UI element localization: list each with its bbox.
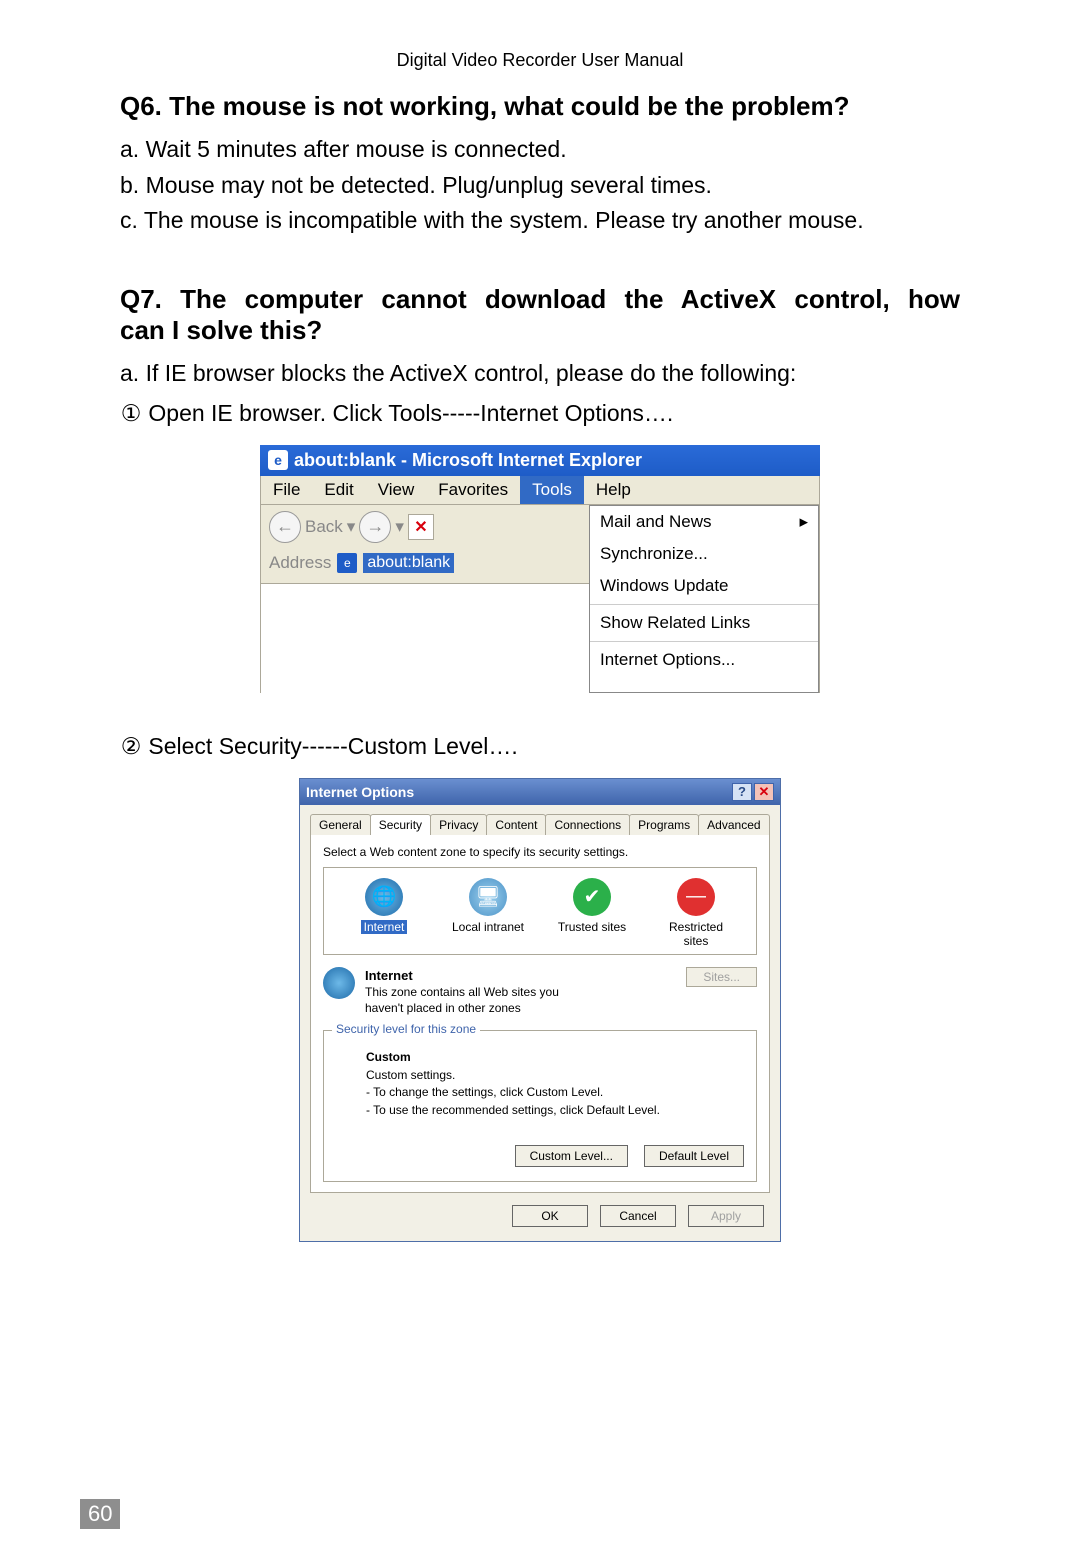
menu-tools[interactable]: Tools [520,476,584,504]
io-security-panel: Select a Web content zone to specify its… [310,834,770,1193]
address-label: Address [269,553,331,573]
custom-line: Custom settings. [366,1067,744,1084]
ie-content-area [261,583,589,693]
menu-edit[interactable]: Edit [312,476,365,504]
ie-titlebar: e about:blank - Microsoft Internet Explo… [260,445,820,476]
back-dropdown-icon[interactable]: ▾ [347,517,356,537]
close-button[interactable]: ✕ [754,783,774,801]
stop-button[interactable]: ✕ [408,514,434,540]
submenu-arrow-icon: ▸ [799,512,808,532]
globe-icon: 🌐 [365,878,403,916]
zone-heading: Internet [365,967,676,985]
zones-list: 🌐 Internet 🖥 Local intranet ✔ Trusted si… [323,867,757,955]
tab-connections[interactable]: Connections [545,814,630,835]
tab-privacy[interactable]: Privacy [430,814,487,835]
page-header: Digital Video Recorder User Manual [120,50,960,71]
zone-internet[interactable]: 🌐 Internet [339,878,429,948]
back-button[interactable]: ← [269,511,301,543]
ie-toolbar: ← Back ▾ → ▾ ✕ [261,505,589,549]
menu-view[interactable]: View [366,476,427,504]
restricted-icon: — [677,878,715,916]
ie-title-text: about:blank - Microsoft Internet Explore… [294,450,642,471]
back-label: Back [305,517,343,537]
tab-security[interactable]: Security [370,814,431,835]
page-number: 60 [80,1499,120,1529]
default-level-button[interactable]: Default Level [644,1145,744,1167]
group-legend: Security level for this zone [332,1022,480,1036]
tab-general[interactable]: General [310,814,371,835]
menu-file[interactable]: File [261,476,312,504]
sites-button: Sites... [686,967,757,987]
apply-button: Apply [688,1205,764,1227]
q6-c: c. The mouse is incompatible with the sy… [120,203,960,239]
q6-a: a. Wait 5 minutes after mouse is connect… [120,132,960,168]
custom-heading: Custom [366,1049,744,1066]
dd-separator [590,604,818,605]
custom-line: - To change the settings, click Custom L… [366,1084,744,1101]
menu-help[interactable]: Help [584,476,643,504]
globe-icon [323,967,355,999]
io-title-text: Internet Options [306,784,414,800]
ok-button[interactable]: OK [512,1205,588,1227]
zone-restricted-sites[interactable]: — Restricted sites [651,878,741,948]
zone-local-intranet[interactable]: 🖥 Local intranet [443,878,533,948]
tools-dropdown: Mail and News ▸ Synchronize... Windows U… [589,505,819,693]
ie-menubar: File Edit View Favorites Tools Help [260,476,820,505]
internet-options-dialog: Internet Options ? ✕ General Security Pr… [299,778,781,1242]
forward-dropdown-icon[interactable]: ▾ [395,517,404,537]
q7-a: a. If IE browser blocks the ActiveX cont… [120,356,960,392]
address-input[interactable]: about:blank [363,553,454,573]
tab-programs[interactable]: Programs [629,814,699,835]
q6-title: Q6. The mouse is not working, what could… [120,91,960,122]
dd-show-related[interactable]: Show Related Links [590,607,818,639]
q6-b: b. Mouse may not be detected. Plug/unplu… [120,168,960,204]
security-level-group: Security level for this zone Custom Cust… [323,1030,757,1182]
check-icon: ✔ [573,878,611,916]
q7-title: Q7. The computer cannot download the Act… [120,284,960,346]
io-titlebar: Internet Options ? ✕ [300,779,780,805]
tab-content[interactable]: Content [486,814,546,835]
dd-windows-update[interactable]: Windows Update [590,570,818,602]
q7-step2: ② Select Security------Custom Level…. [120,733,960,760]
intranet-icon: 🖥 [469,878,507,916]
dd-internet-options[interactable]: Internet Options... [590,644,818,676]
dd-separator [590,641,818,642]
help-button[interactable]: ? [732,783,752,801]
ie-logo-icon: e [268,450,288,470]
zone-select-label: Select a Web content zone to specify its… [323,845,757,859]
zone-desc: haven't placed in other zones [365,1000,676,1016]
forward-button[interactable]: → [359,511,391,543]
zone-desc: This zone contains all Web sites you [365,984,676,1000]
zone-trusted-sites[interactable]: ✔ Trusted sites [547,878,637,948]
menu-favorites[interactable]: Favorites [426,476,520,504]
dd-mail-and-news[interactable]: Mail and News ▸ [590,506,818,538]
cancel-button[interactable]: Cancel [600,1205,676,1227]
custom-level-button[interactable]: Custom Level... [515,1145,628,1167]
io-tabs: General Security Privacy Content Connect… [310,813,770,834]
tab-advanced[interactable]: Advanced [698,814,769,835]
custom-line: - To use the recommended settings, click… [366,1102,744,1119]
q7-step1: ① Open IE browser. Click Tools-----Inter… [120,400,960,427]
ie-window: e about:blank - Microsoft Internet Explo… [260,445,820,693]
ie-page-icon: e [337,553,357,573]
dd-synchronize[interactable]: Synchronize... [590,538,818,570]
